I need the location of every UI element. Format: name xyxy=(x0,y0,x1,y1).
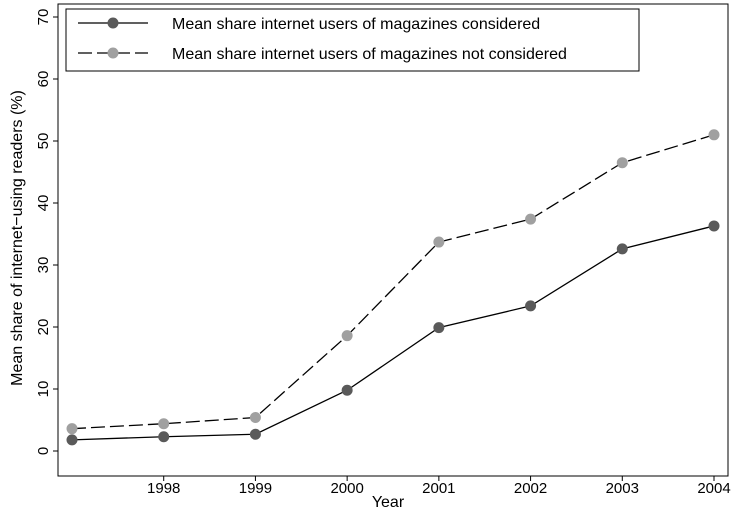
plot-frame xyxy=(57,3,729,477)
data-point xyxy=(525,213,537,225)
data-point xyxy=(433,236,445,248)
data-point xyxy=(708,220,720,232)
data-point xyxy=(341,330,353,342)
data-point xyxy=(158,431,170,443)
x-axis-title: Year xyxy=(372,494,405,511)
y-tick-label: 0 xyxy=(35,447,52,455)
data-point xyxy=(158,418,170,430)
x-tick-label: 2002 xyxy=(514,480,547,497)
legend-label: Mean share internet users of magazines n… xyxy=(172,46,567,63)
data-point xyxy=(66,423,78,435)
data-point xyxy=(616,157,628,169)
x-tick-label: 2003 xyxy=(606,480,639,497)
y-tick-label: 20 xyxy=(35,319,52,336)
legend-marker xyxy=(107,47,119,59)
x-tick-label: 2004 xyxy=(697,480,730,497)
x-tick-label: 2000 xyxy=(330,480,363,497)
y-axis: 0 10 20 30 40 50 60 70 xyxy=(35,9,58,455)
y-tick-label: 70 xyxy=(35,9,52,26)
series-2 xyxy=(66,129,720,435)
data-point xyxy=(433,322,445,334)
y-tick-label: 30 xyxy=(35,257,52,274)
y-tick-label: 60 xyxy=(35,71,52,88)
y-tick-label: 50 xyxy=(35,133,52,150)
data-point xyxy=(525,300,537,312)
series-1 xyxy=(66,220,720,446)
legend: Mean share internet users of magazines c… xyxy=(65,8,640,72)
data-point xyxy=(249,428,261,440)
series-line xyxy=(71,134,715,430)
x-axis: 1998 1999 2000 2001 2002 2003 2004 xyxy=(147,476,731,497)
y-tick-label: 40 xyxy=(35,195,52,212)
legend-marker xyxy=(107,17,119,29)
x-tick-label: 1999 xyxy=(239,480,272,497)
data-point xyxy=(249,412,261,424)
legend-label: Mean share internet users of magazines c… xyxy=(172,16,540,33)
y-tick-label: 10 xyxy=(35,381,52,398)
data-point xyxy=(708,129,720,141)
series-line xyxy=(71,225,715,441)
x-tick-label: 1998 xyxy=(147,480,180,497)
series-layer xyxy=(66,129,720,446)
x-tick-label: 2001 xyxy=(422,480,455,497)
data-point xyxy=(66,434,78,446)
data-point xyxy=(616,243,628,255)
data-point xyxy=(341,384,353,396)
legend-box xyxy=(65,8,640,72)
y-axis-title: Mean share of internet−using readers (%) xyxy=(9,90,26,386)
